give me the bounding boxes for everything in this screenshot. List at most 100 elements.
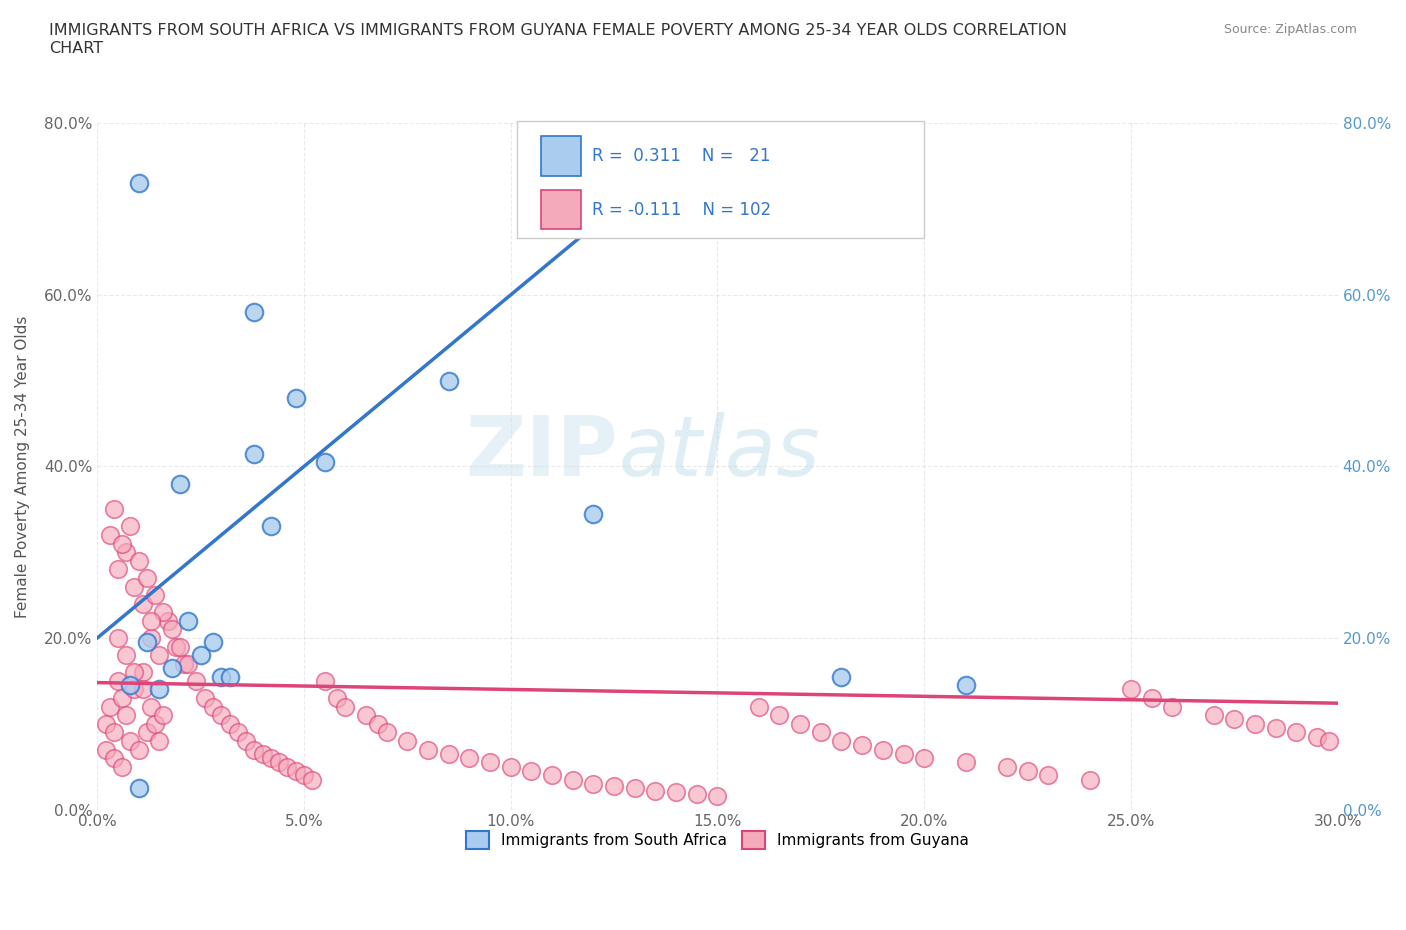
Point [128,176,150,191]
Point [314,455,336,470]
Point [479,755,502,770]
Point [135,635,157,650]
Point [458,751,481,765]
Point [1244,716,1267,731]
Point [1161,699,1184,714]
Point [1317,734,1340,749]
Point [143,588,166,603]
Point [284,391,307,405]
Point [194,691,217,706]
Point [301,772,323,787]
Point [177,614,200,629]
Point [169,639,191,654]
Point [98,527,121,542]
Point [260,519,283,534]
Point [276,759,298,774]
Text: Source: ZipAtlas.com: Source: ZipAtlas.com [1223,23,1357,36]
Point [132,665,155,680]
Point [177,657,200,671]
Point [1017,764,1039,778]
Point [103,502,125,517]
Point [872,742,894,757]
Point [103,724,125,739]
Point [243,742,266,757]
Point [128,742,150,757]
Point [830,670,852,684]
Point [143,716,166,731]
Point [644,783,666,798]
Point [686,787,709,802]
Point [269,755,291,770]
Point [1078,772,1101,787]
Point [1202,708,1225,723]
Point [120,678,142,693]
Point [1264,721,1286,736]
Point [582,506,605,521]
Point [160,622,183,637]
Point [335,699,357,714]
Point [128,553,150,568]
Point [94,716,117,731]
Point [603,778,626,793]
Point [132,682,155,697]
Point [107,673,129,688]
Point [173,657,195,671]
Point [912,751,935,765]
Point [748,699,770,714]
Point [135,570,157,585]
Point [124,579,146,594]
Point [190,647,212,662]
Point [169,476,191,491]
Point [541,768,564,783]
Point [124,682,146,697]
Point [165,639,187,654]
Point [437,747,460,762]
Point [209,670,232,684]
Point [128,780,150,795]
Point [107,631,129,645]
Point [284,764,307,778]
Point [665,785,688,800]
Point [218,716,240,731]
Point [111,537,134,551]
Point [314,673,336,688]
Point [1223,712,1246,727]
Point [103,751,125,765]
Point [120,734,142,749]
Point [148,682,170,697]
Point [375,724,398,739]
Text: IMMIGRANTS FROM SOUTH AFRICA VS IMMIGRANTS FROM GUYANA FEMALE POVERTY AMONG 25-3: IMMIGRANTS FROM SOUTH AFRICA VS IMMIGRAN… [49,23,1067,56]
Point [202,699,225,714]
Point [367,716,389,731]
Point [98,699,121,714]
Point [623,780,645,795]
Point [810,724,832,739]
Point [520,764,543,778]
Point [326,691,349,706]
Point [955,755,977,770]
Text: R =  0.311    N =   21: R = 0.311 N = 21 [592,147,770,165]
Point [115,647,138,662]
Point [416,742,439,757]
Point [1285,724,1308,739]
Point [107,562,129,577]
Point [111,759,134,774]
Point [135,724,157,739]
Point [156,614,179,629]
Point [120,519,142,534]
Point [437,373,460,388]
Point [218,670,240,684]
Point [1119,682,1142,697]
Point [1140,691,1163,706]
Point [851,737,873,752]
Text: R = -0.111    N = 102: R = -0.111 N = 102 [592,201,770,219]
Point [706,789,728,804]
Point [132,596,155,611]
Point [115,545,138,560]
Y-axis label: Female Poverty Among 25-34 Year Olds: Female Poverty Among 25-34 Year Olds [15,315,30,618]
Point [243,446,266,461]
Point [152,604,174,619]
Point [152,708,174,723]
Point [243,305,266,320]
Point [1306,729,1329,744]
